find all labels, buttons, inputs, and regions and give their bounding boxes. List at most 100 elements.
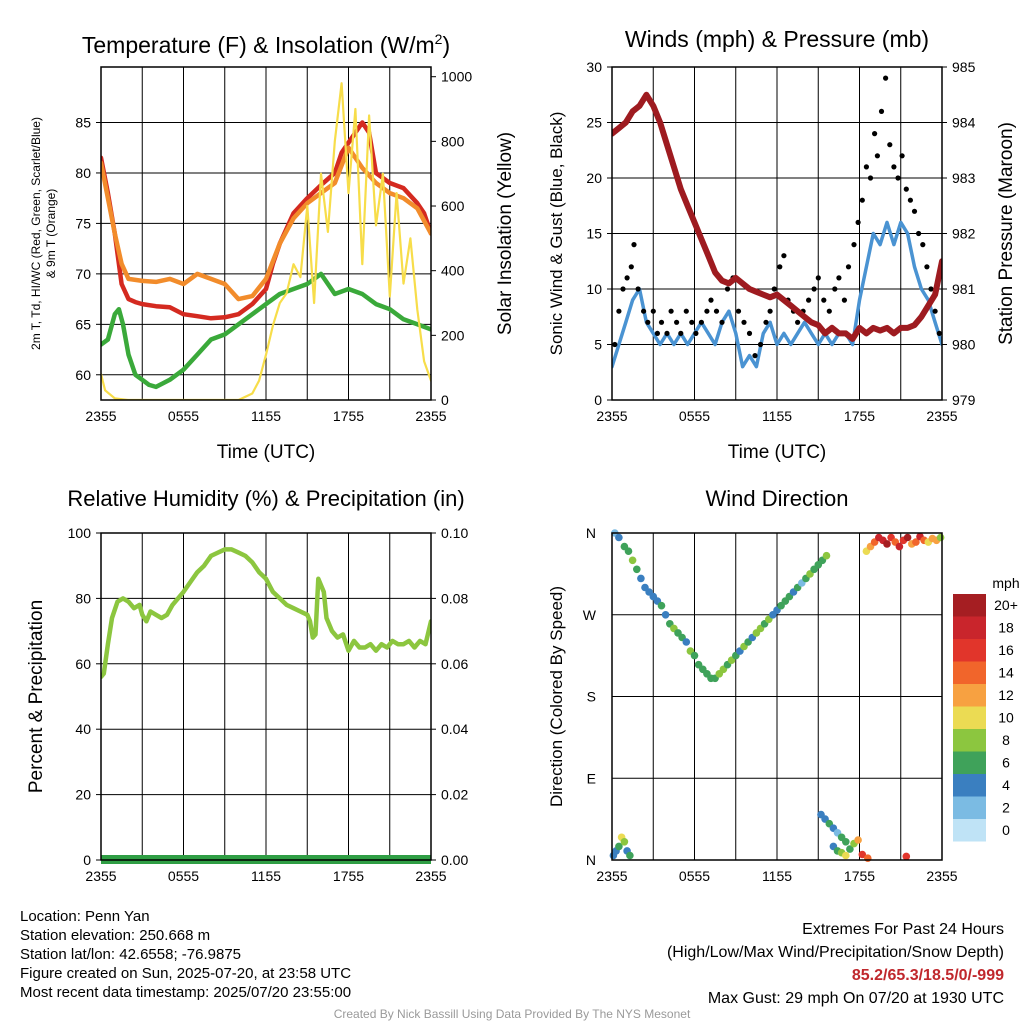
temp-ytick-label-left: 75	[75, 215, 91, 231]
wind-gust-point	[724, 286, 731, 292]
wind-gust-point	[928, 286, 934, 292]
wind-gust-point	[845, 264, 852, 270]
wind-gust-point	[855, 219, 861, 225]
dir-point	[895, 542, 904, 551]
colorbar-swatch	[953, 661, 986, 684]
wind-gust-point	[836, 275, 842, 281]
rh-ytick-label-right: 0.08	[441, 590, 468, 606]
temp-xtick-label: 1155	[251, 408, 281, 424]
extremes-subtitle: (High/Low/Max Wind/Precipitation/Snow De…	[666, 944, 1004, 961]
rh-ytick-label-left: 40	[75, 721, 91, 737]
wind-gust-point	[658, 319, 665, 325]
wind-gust-point	[932, 308, 938, 314]
wind-gust-point	[826, 308, 832, 314]
wind-gust-point	[821, 297, 827, 303]
temp-ytick-label-right: 800	[441, 133, 465, 149]
colorbar-swatch	[953, 706, 986, 729]
dir-point	[661, 611, 670, 619]
temp-border	[100, 66, 432, 401]
wind-xtick-label: 1755	[844, 408, 875, 424]
temp-ytick-label-left: 85	[75, 115, 91, 131]
max-gust: Max Gust: 29 mph On 07/20 at 1930 UTC	[707, 990, 1004, 1007]
temp-ytick-label-left: 80	[75, 165, 91, 181]
wind-gust-point	[887, 142, 893, 148]
wind-gust-point	[811, 286, 817, 292]
dir-point	[626, 851, 634, 860]
wind-gust-point	[635, 286, 641, 292]
wind-ytick-label-left: 20	[586, 170, 602, 186]
temp-series-td	[101, 271, 431, 390]
colorbar-swatch	[953, 639, 986, 662]
rh-ytick-label-right: 0.02	[441, 787, 468, 803]
dir-ylabel-left: Direction (Colored By Speed)	[547, 586, 566, 807]
wind-gust-point	[746, 330, 753, 336]
dir-point	[657, 601, 666, 610]
temp-ytick-label-left: 70	[75, 266, 91, 282]
wind-gust-point	[654, 330, 661, 336]
dir-point	[637, 574, 645, 583]
colorbar-label: 0	[1002, 822, 1010, 838]
wind-gust-point	[771, 286, 777, 292]
temp-xtick-label: 0555	[168, 408, 199, 424]
rh-ytick-label-right: 0.04	[441, 721, 468, 737]
wind-xtick-label: 1155	[762, 408, 792, 424]
figure-created: Figure created on Sun, 2025-07-20, at 23…	[20, 965, 352, 982]
rh-xtick-label: 2355	[415, 868, 446, 884]
dir-ytick-label: W	[583, 607, 597, 623]
rh-ytick-label-left: 0	[83, 852, 91, 868]
wind-gust-point	[832, 286, 838, 292]
dir-point	[842, 851, 850, 860]
temp-xtick-label: 2355	[85, 408, 116, 424]
wind-gust-point	[924, 264, 930, 270]
dir-point	[846, 845, 854, 853]
dir-point	[842, 838, 850, 846]
dir-xtick-label: 1755	[844, 868, 875, 884]
dir-point	[628, 556, 637, 565]
wind-gust-point	[624, 275, 630, 281]
dir-ytick-label: E	[587, 770, 596, 786]
wind-gust-point	[689, 319, 695, 325]
wind-gust-point	[841, 297, 848, 303]
temp-title-close: )	[442, 32, 450, 58]
station-elevation: Station elevation: 250.668 m	[20, 927, 211, 944]
wind-gust-point	[872, 131, 878, 137]
temp-ytick-label-left: 65	[75, 316, 91, 332]
rh-ylabel-left: Percent & Precipitation	[26, 600, 47, 793]
wind-title: Winds (mph) & Pressure (mb)	[625, 26, 929, 52]
colorbar-swatch	[953, 594, 986, 617]
wind-gust-point	[631, 242, 637, 248]
colorbar-label: 18	[998, 620, 1014, 636]
wind-gust-point	[920, 242, 926, 248]
dir-point	[633, 565, 641, 574]
wind-gust-point	[867, 175, 874, 181]
colorbar-label: 12	[998, 687, 1014, 703]
dir-point	[624, 547, 633, 555]
wind-gust-point	[806, 297, 812, 303]
colorbar-swatch	[953, 774, 986, 797]
temp-xtick-label: 1755	[333, 408, 364, 424]
wind-gust-point	[903, 186, 909, 192]
credit-line: Created By Nick Bassill Using Data Provi…	[333, 1007, 691, 1021]
colorbar-title: mph	[992, 575, 1019, 591]
wind-gust-point	[616, 308, 622, 314]
extremes-panel: Extremes For Past 24 Hours (High/Low/Max…	[667, 918, 1004, 1010]
wind-gust-point	[628, 264, 634, 270]
wind-gust-point	[698, 319, 705, 325]
rh-series-relative-humidity	[101, 547, 431, 680]
dir-xtick-label: 2355	[926, 868, 957, 884]
temp-ytick-label-left: 60	[75, 367, 91, 383]
wind-ytick-label-left: 5	[594, 337, 602, 353]
wind-ytick-label-right: 985	[952, 59, 976, 75]
wind-gust-point	[757, 341, 764, 348]
temp-title-main: Temperature (F) & Insolation (W/m	[82, 32, 435, 58]
wind-gust-point	[863, 164, 870, 170]
wind-gust-point	[620, 286, 626, 292]
temp-ytick-label-right: 600	[441, 198, 465, 214]
wind-gust-point	[719, 319, 725, 325]
wind-gust-point	[874, 153, 881, 159]
wind-gust-point	[668, 308, 674, 314]
temp-series-9m-t	[101, 145, 431, 302]
colorbar-swatch	[953, 684, 986, 707]
colorbar-label: 20+	[994, 597, 1018, 613]
colorbar-label: 6	[1002, 755, 1010, 771]
